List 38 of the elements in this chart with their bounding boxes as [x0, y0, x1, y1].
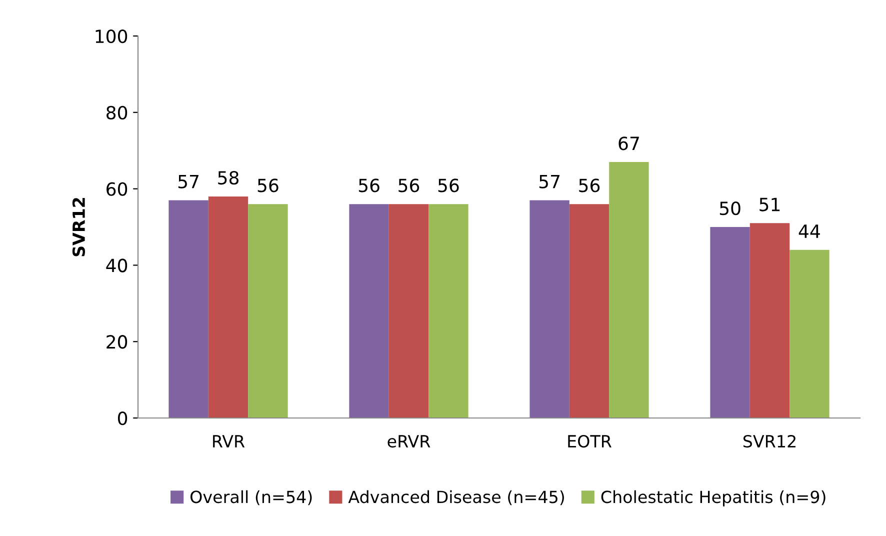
- bar: [208, 196, 248, 418]
- bar: [790, 250, 830, 418]
- bar: [248, 204, 288, 418]
- data-label: 44: [798, 224, 820, 238]
- bar: [168, 200, 208, 418]
- x-tick-label: RVR: [213, 435, 245, 448]
- x-tick-label: eRVR: [388, 435, 430, 448]
- data-label: 56: [258, 178, 278, 192]
- bar: [349, 204, 389, 418]
- y-axis-title: SVR12: [72, 198, 86, 256]
- data-label: 56: [398, 178, 420, 192]
- y-tick-label: 20: [106, 335, 128, 349]
- x-tick-label: EOTR: [568, 434, 612, 448]
- bar: [609, 162, 649, 418]
- data-label: 56: [579, 178, 600, 192]
- y-tick-label: 80: [106, 106, 128, 120]
- y-tick-label: 40: [106, 258, 128, 272]
- y-tick-label: 60: [106, 182, 128, 196]
- data-label: 56: [358, 178, 380, 192]
- bar: [750, 223, 790, 418]
- bar: [710, 227, 750, 418]
- data-label: 50: [720, 202, 740, 216]
- bar: [569, 204, 610, 418]
- legend-label: Advanced Disease (n=45): [348, 490, 564, 506]
- bar: [388, 204, 429, 418]
- bar: [428, 204, 468, 418]
- data-label: 57: [539, 175, 560, 188]
- bar: [530, 200, 570, 418]
- x-tick-label: SVR12: [743, 434, 796, 448]
- data-label: 51: [760, 198, 780, 212]
- y-tick-label: 100: [96, 29, 128, 44]
- data-label: 57: [178, 175, 198, 188]
- data-label: 58: [218, 170, 238, 185]
- legend-label: Cholestatic Hepatitis (n=9): [601, 490, 826, 506]
- legend-label: Overall (n=54): [190, 490, 312, 506]
- data-label: 67: [618, 136, 639, 150]
- data-label: 56: [438, 178, 459, 192]
- y-tick-label: 0: [118, 411, 128, 426]
